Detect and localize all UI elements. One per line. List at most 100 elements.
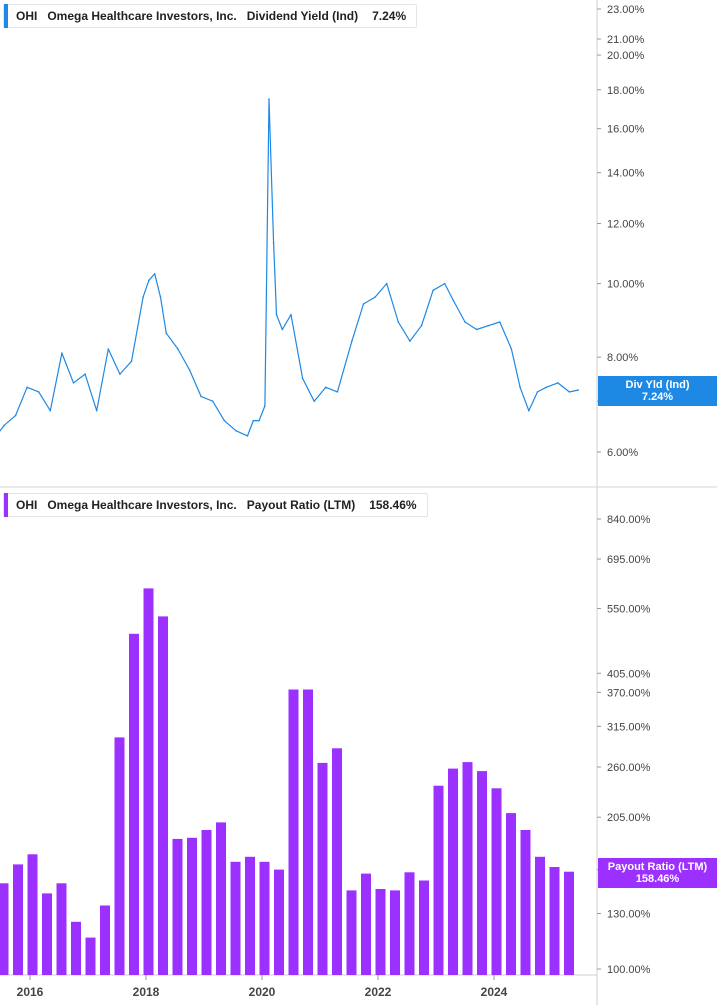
dividend-yield-point bbox=[499, 321, 501, 323]
legend-ticker: OHI bbox=[16, 9, 38, 23]
legend-company: Omega Healthcare Investors, Inc. bbox=[47, 9, 237, 23]
payout-ratio-bar bbox=[27, 854, 38, 975]
x-tick-label: 2018 bbox=[133, 985, 160, 999]
payout-ratio-bar bbox=[491, 788, 502, 975]
payout-ratio-bar bbox=[433, 785, 444, 975]
payout-ratio-value-tag: Payout Ratio (LTM) 158.46% bbox=[598, 858, 717, 888]
dividend-yield-line bbox=[0, 98, 579, 437]
payout-ratio-bar bbox=[0, 883, 9, 975]
payout-ratio-bar bbox=[230, 861, 241, 975]
dividend-yield-point bbox=[519, 386, 521, 389]
payout-ratio-bar bbox=[506, 813, 516, 975]
x-tick-label: 2024 bbox=[481, 985, 508, 999]
payout-ratio-bar bbox=[129, 633, 139, 975]
dividend-yield-point bbox=[188, 368, 191, 371]
payout-ratio-bar bbox=[346, 890, 357, 975]
legend-metric: Dividend Yield (Ind) bbox=[246, 9, 359, 23]
dividend-yield-point bbox=[26, 386, 28, 389]
dividend-yield-point bbox=[420, 324, 423, 327]
dividend-yield-point bbox=[475, 328, 478, 331]
dividend-yield-y-tick-label: 21.00% bbox=[607, 34, 645, 46]
dividend-yield-point bbox=[325, 386, 327, 389]
dividend-yield-point bbox=[252, 419, 255, 422]
dividend-yield-tag-label: Div Yld (Ind) bbox=[625, 379, 690, 391]
dividend-yield-y-tick-label: 20.00% bbox=[607, 50, 645, 62]
payout-ratio-bar bbox=[448, 768, 458, 975]
dividend-yield-y-tick-label: 10.00% bbox=[607, 279, 645, 291]
dividend-yield-y-tick-label: 16.00% bbox=[607, 124, 645, 136]
payout-ratio-y-tick-label: 695.00% bbox=[607, 554, 651, 566]
dividend-yield-y-tick-label: 12.00% bbox=[607, 218, 645, 230]
dividend-yield-point bbox=[409, 340, 411, 342]
dividend-yield-point bbox=[313, 400, 316, 402]
dividend-yield-value-tag: Div Yld (Ind) 7.24% bbox=[598, 376, 717, 406]
legend-value: 7.24% bbox=[372, 9, 407, 23]
dividend-yield-point bbox=[211, 400, 214, 402]
dividend-yield-point bbox=[107, 348, 110, 350]
dividend-yield-point bbox=[362, 303, 365, 305]
payout-ratio-bar bbox=[288, 689, 299, 975]
payout-ratio-bar bbox=[158, 616, 168, 975]
payout-ratio-y-tick-label: 840.00% bbox=[607, 514, 651, 526]
payout-ratio-bar bbox=[216, 822, 226, 975]
payout-ratio-bar bbox=[85, 937, 96, 975]
dividend-yield-legend: OHI Omega Healthcare Investors, Inc. Div… bbox=[3, 4, 418, 28]
dividend-yield-point bbox=[72, 382, 75, 384]
payout-ratio-bar bbox=[477, 771, 487, 975]
dividend-yield-point bbox=[268, 98, 270, 100]
dividend-yield-point bbox=[432, 289, 434, 292]
payout-ratio-bar bbox=[404, 872, 415, 975]
payout-ratio-bar bbox=[56, 883, 67, 975]
payout-ratio-bar bbox=[172, 838, 183, 975]
payout-ratio-y-tick-label: 550.00% bbox=[607, 604, 651, 616]
dividend-yield-point bbox=[246, 435, 249, 437]
payout-ratio-swatch bbox=[4, 493, 8, 517]
payout-ratio-bar bbox=[13, 864, 23, 975]
payout-ratio-y-tick-label: 130.00% bbox=[607, 909, 651, 921]
dividend-yield-point bbox=[119, 373, 121, 375]
dividend-yield-y-tick-label: 23.00% bbox=[607, 4, 645, 16]
dividend-yield-point bbox=[557, 382, 559, 384]
payout-ratio-bar bbox=[419, 880, 429, 975]
payout-ratio-legend: OHI Omega Healthcare Investors, Inc. Pay… bbox=[3, 493, 428, 517]
dividend-yield-point bbox=[49, 409, 52, 412]
payout-ratio-bar bbox=[390, 890, 400, 975]
dividend-yield-point bbox=[37, 391, 40, 393]
payout-ratio-bar bbox=[549, 867, 560, 975]
dividend-yield-point bbox=[3, 424, 5, 427]
dividend-yield-point bbox=[281, 328, 284, 331]
payout-ratio-y-tick-label: 370.00% bbox=[607, 687, 651, 699]
dividend-yield-point bbox=[61, 352, 63, 354]
x-tick-label: 2022 bbox=[365, 985, 392, 999]
payout-ratio-bar bbox=[375, 889, 386, 975]
legend-metric: Payout Ratio (LTM) bbox=[246, 498, 356, 512]
payout-ratio-bar bbox=[187, 837, 197, 975]
payout-ratio-bar bbox=[462, 762, 473, 975]
dividend-yield-point bbox=[568, 391, 571, 393]
payout-ratio-bar bbox=[42, 893, 52, 975]
dividend-yield-y-tick-label: 18.00% bbox=[607, 85, 645, 97]
legend-ticker: OHI bbox=[16, 498, 38, 512]
x-tick-label: 2020 bbox=[249, 985, 276, 999]
dividend-yield-point bbox=[142, 296, 144, 298]
x-axis: 2016 2018 2020 2022 2024 bbox=[17, 975, 508, 999]
payout-ratio-y-tick-label: 260.00% bbox=[607, 762, 651, 774]
payout-ratio-series bbox=[0, 588, 574, 975]
dividend-yield-point bbox=[200, 395, 202, 398]
dividend-yield-series bbox=[0, 98, 579, 437]
dividend-yield-y-tick-label: 8.00% bbox=[607, 352, 638, 364]
payout-ratio-tag-value: 158.46% bbox=[635, 873, 680, 885]
x-tick-label: 2016 bbox=[17, 985, 44, 999]
payout-ratio-y-tick-label: 100.00% bbox=[607, 964, 651, 976]
dividend-yield-point bbox=[275, 313, 278, 316]
payout-ratio-bar bbox=[259, 861, 270, 975]
payout-ratio-bar bbox=[100, 905, 110, 975]
dividend-yield-point bbox=[464, 321, 466, 323]
payout-ratio-bar bbox=[564, 871, 574, 975]
payout-ratio-bar bbox=[71, 921, 81, 975]
payout-ratio-bar bbox=[535, 856, 545, 975]
payout-ratio-tag-label: Payout Ratio (LTM) bbox=[607, 861, 708, 873]
dividend-yield-point bbox=[14, 414, 17, 417]
dividend-yield-point bbox=[487, 324, 490, 327]
payout-ratio-bar bbox=[332, 748, 342, 975]
